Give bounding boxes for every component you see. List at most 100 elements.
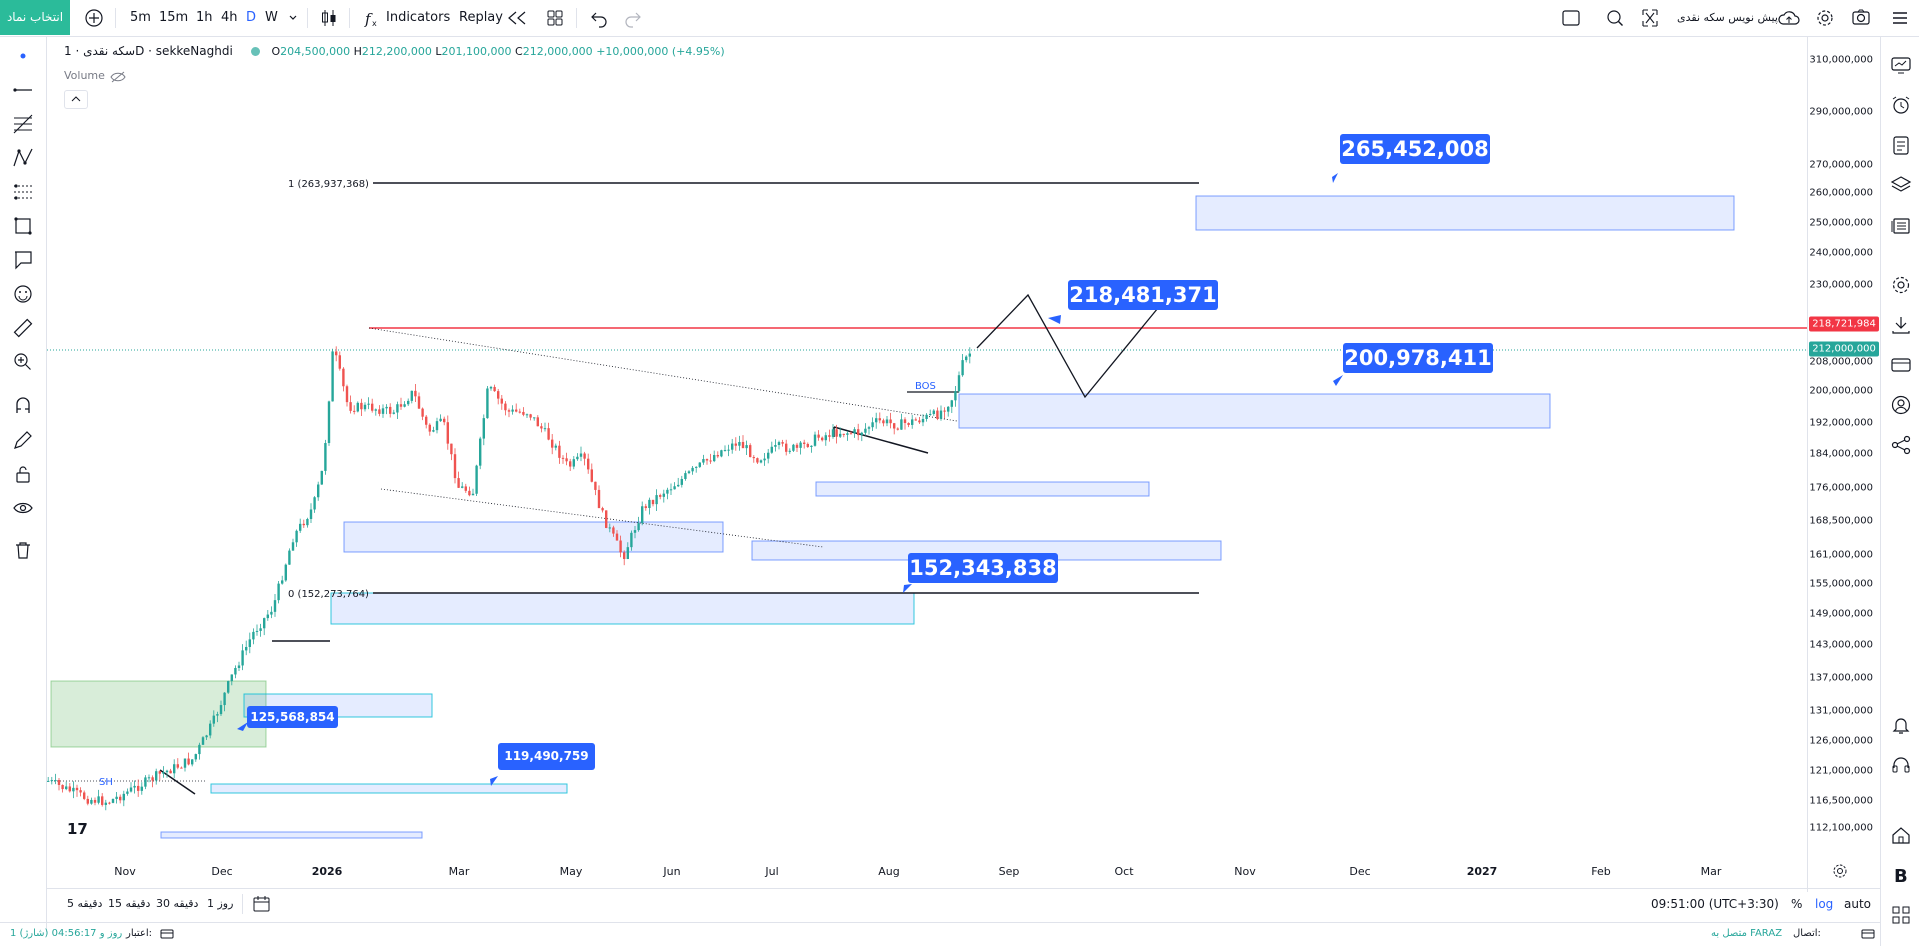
grid-apps-icon[interactable] [1889, 903, 1913, 927]
fullscreen-rect-icon[interactable] [1561, 0, 1581, 36]
collapse-legend-button[interactable] [64, 90, 88, 109]
callout-target-top[interactable]: 265,452,008 [1340, 134, 1490, 164]
volume-label[interactable]: Volume [64, 69, 105, 82]
chart-pane[interactable]: 1 (263,937,368) 0 (152,273,764) BOS SH 2… [47, 37, 1807, 892]
timeframe-5m[interactable]: 5m [130, 10, 151, 25]
card-icon[interactable] [1889, 353, 1913, 377]
eye-icon[interactable] [10, 495, 36, 521]
broker-logo-icon[interactable]: B [1889, 863, 1913, 887]
replay-button[interactable]: Replay [459, 10, 503, 25]
timeframe-w[interactable]: W [265, 10, 278, 25]
watchlist-icon[interactable] [1889, 53, 1913, 77]
add-symbol-icon[interactable] [84, 0, 104, 36]
candle-body [489, 386, 493, 389]
price-axis[interactable]: 310,000,000 290,000,000 270,000,000 260,… [1807, 37, 1881, 892]
cloud-save-icon[interactable] [1777, 0, 1801, 36]
symbol-search-button[interactable]: انتخاب نماد [0, 0, 70, 35]
draft-ticker-label[interactable]: پیش نویس سکه نقدی [1677, 11, 1778, 24]
annotation-icon[interactable] [10, 247, 36, 273]
demand-zone-119m[interactable] [210, 783, 568, 794]
magnet-icon[interactable] [10, 393, 36, 419]
redo-icon[interactable] [623, 0, 643, 36]
share-icon[interactable] [1889, 433, 1913, 457]
timeframe-dropdown-icon[interactable] [288, 0, 298, 36]
forecast-tool-icon[interactable] [10, 179, 36, 205]
callout-support-119m[interactable]: 119,490,759 [498, 743, 595, 770]
callout-support-125m[interactable]: 125,568,854 [247, 706, 338, 728]
quick-search-icon[interactable] [1605, 0, 1625, 36]
target-zone-top[interactable] [1195, 195, 1735, 231]
emoji-icon[interactable] [10, 281, 36, 307]
tradingview-logo-icon[interactable]: 17 [64, 817, 92, 839]
download-icon[interactable] [1889, 313, 1913, 337]
timeframe-4h[interactable]: 4h [221, 10, 238, 25]
range-5-min[interactable]: 5 دقیقه [67, 897, 103, 910]
cursor-dot-icon[interactable] [10, 43, 36, 69]
demand-zone-152m[interactable] [330, 592, 915, 625]
demand-zone-165m[interactable] [343, 521, 724, 553]
callout-support-152m[interactable]: 152,343,838 [908, 553, 1058, 583]
wedge-upper-trendline[interactable] [368, 327, 958, 422]
geometric-shapes-icon[interactable] [10, 213, 36, 239]
trend-segment-nov[interactable] [159, 769, 196, 795]
zoom-in-icon[interactable] [10, 349, 36, 375]
home-icon[interactable] [1889, 823, 1913, 847]
range-15-min[interactable]: 15 دقیقه [108, 897, 151, 910]
clock-timezone[interactable]: 09:51:00 (UTC+3:30) [1651, 897, 1779, 911]
callout-target-218m[interactable]: 218,481,371 [1068, 280, 1218, 310]
candlestick-series[interactable] [47, 346, 971, 811]
notifications-bell-icon[interactable] [1889, 713, 1913, 737]
demand-zone-176m[interactable] [815, 481, 1150, 497]
replay-icon[interactable] [506, 0, 528, 36]
projection-zigzag[interactable] [976, 293, 1168, 399]
settings-icon[interactable] [1889, 273, 1913, 297]
menu-icon[interactable] [1890, 0, 1910, 36]
timeframe-d[interactable]: D [246, 10, 257, 25]
range-30-min[interactable]: 30 دقیقه [156, 897, 199, 910]
news-icon[interactable] [1889, 213, 1913, 237]
supply-zone-200m[interactable] [958, 393, 1551, 429]
chart-canvas[interactable]: 1 (263,937,368) 0 (152,273,764) BOS SH [47, 37, 1807, 862]
pencil-lock-icon[interactable] [10, 427, 36, 453]
hide-eye-icon[interactable] [110, 69, 126, 88]
connection-status-icon[interactable] [1861, 928, 1875, 943]
alarm-clock-icon[interactable] [1889, 93, 1913, 117]
candle-body [216, 714, 219, 716]
support-headset-icon[interactable] [1889, 753, 1913, 777]
demand-zone-green[interactable] [50, 680, 267, 748]
candles-icon[interactable] [319, 0, 339, 36]
wallet-icon[interactable] [160, 928, 174, 943]
auto-scale-toggle[interactable]: auto [1844, 897, 1872, 911]
pattern-tool-icon[interactable] [10, 145, 36, 171]
range-1-day[interactable]: 1 روز [207, 897, 234, 910]
lock-icon[interactable] [10, 461, 36, 487]
layers-icon[interactable] [1889, 173, 1913, 197]
timeframe-15m[interactable]: 15m [159, 10, 189, 25]
log-scale-toggle[interactable]: log [1815, 897, 1834, 911]
layout-grid-icon[interactable] [545, 0, 565, 36]
percent-scale-toggle[interactable]: % [1791, 897, 1803, 911]
trash-icon[interactable] [10, 537, 36, 563]
symbol-name[interactable]: سکه نقدی · 1D · sekkeNaghdi [64, 44, 233, 58]
indicators-button[interactable]: Indicators [386, 10, 451, 25]
trend-line-icon[interactable] [10, 77, 36, 103]
candle-body [515, 409, 518, 412]
calendar-goto-icon[interactable] [253, 895, 271, 917]
callout-target-200m[interactable]: 200,978,411 [1343, 343, 1493, 373]
trend-segment-aug[interactable] [833, 426, 929, 454]
demand-zone-112m[interactable] [160, 831, 423, 839]
timeframe-1h[interactable]: 1h [196, 10, 213, 25]
camera-icon[interactable] [1851, 0, 1871, 36]
wedge-lower-trendline[interactable] [380, 488, 824, 548]
notes-icon[interactable] [1889, 133, 1913, 157]
expand-icon[interactable] [1640, 0, 1660, 36]
fib-retracement-icon[interactable] [10, 111, 36, 137]
candle-body [738, 441, 741, 446]
undo-icon[interactable] [589, 0, 609, 36]
account-icon[interactable] [1889, 393, 1913, 417]
ruler-icon[interactable] [10, 315, 36, 341]
settings-gear-icon[interactable] [1815, 0, 1835, 36]
time-axis[interactable]: Nov Dec 2026 Mar May Jun Jul Aug Sep Oct… [47, 860, 1807, 884]
axis-settings-gear-icon[interactable] [1832, 863, 1848, 883]
